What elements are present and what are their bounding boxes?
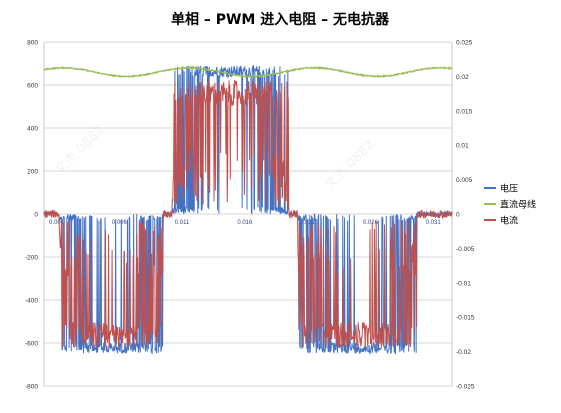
series-line bbox=[43, 65, 453, 79]
y-right-tick-label: 0.01 bbox=[456, 143, 469, 150]
y-right-tick-label: 0.025 bbox=[456, 40, 473, 47]
y-right-tick-label: -0.01 bbox=[456, 280, 471, 287]
y-left-tick-label: 800 bbox=[27, 40, 38, 47]
x-tick-label: 0.011 bbox=[175, 220, 190, 226]
y-right-tick-label: 0.015 bbox=[456, 108, 473, 115]
y-left-tick-label: -200 bbox=[25, 255, 38, 262]
chart-title: 单相 – PWM 进入电阻 – 无电抗器 bbox=[171, 11, 390, 28]
watermark-text: 文杰 0882 bbox=[322, 138, 377, 193]
legend-label: 电流 bbox=[500, 215, 518, 227]
watermark-text: 文杰 0882 bbox=[52, 123, 107, 178]
legend-label: 直流母线 bbox=[500, 199, 536, 211]
left-axis-ticks: 800 600 400 200 0 -200 -400 -600 -800 bbox=[25, 40, 38, 391]
y-left-tick-label: 200 bbox=[27, 169, 38, 176]
y-left-tick-label: 400 bbox=[27, 126, 38, 133]
y-right-tick-label: 0.02 bbox=[456, 74, 469, 81]
y-right-tick-label: -0.02 bbox=[456, 349, 471, 356]
right-axis-ticks: 0.025 0.02 0.015 0.01 0.005 0 -0.005 -0.01 -0.01… bbox=[456, 40, 475, 391]
y-left-tick-label: -800 bbox=[25, 384, 38, 391]
y-right-tick-label: 0 bbox=[456, 212, 460, 219]
x-tick-label: 0.006 bbox=[112, 220, 128, 226]
legend-label: 电压 bbox=[500, 183, 518, 195]
series-layer bbox=[43, 64, 453, 356]
y-left-tick-label: -400 bbox=[25, 298, 38, 305]
y-right-tick-label: -0.015 bbox=[456, 315, 475, 322]
y-right-tick-label: 0.005 bbox=[456, 177, 473, 184]
x-tick-label: 0.016 bbox=[237, 220, 253, 226]
y-right-tick-label: -0.005 bbox=[456, 246, 475, 253]
y-right-tick-label: -0.025 bbox=[456, 384, 475, 391]
series-line bbox=[43, 79, 453, 348]
x-tick-label: 0.026 bbox=[363, 220, 379, 226]
x-tick-label: 0.001 bbox=[49, 220, 65, 226]
y-left-tick-label: -600 bbox=[25, 341, 38, 348]
x-tick-label: 0.031 bbox=[426, 220, 442, 226]
y-left-tick-label: 600 bbox=[27, 83, 38, 90]
y-left-tick-label: 0 bbox=[34, 212, 38, 219]
